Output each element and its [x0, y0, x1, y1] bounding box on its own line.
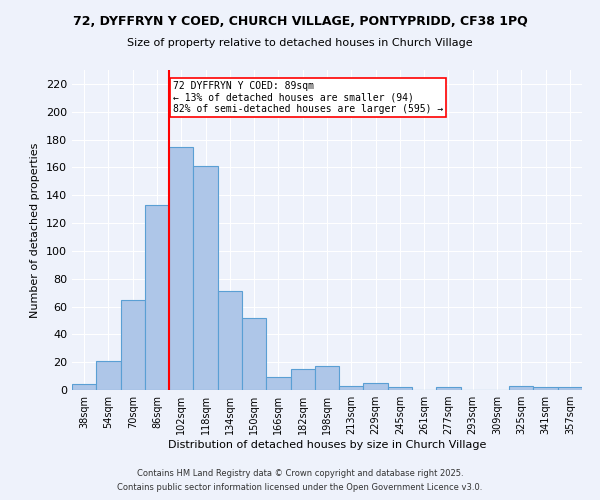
Bar [558, 387, 582, 390]
Text: 72 DYFFRYN Y COED: 89sqm
← 13% of detached houses are smaller (94)
82% of semi-d: 72 DYFFRYN Y COED: 89sqm ← 13% of detach… [173, 81, 443, 114]
Bar [242, 318, 266, 390]
Bar [533, 387, 558, 390]
Bar [339, 386, 364, 390]
Bar [218, 291, 242, 390]
Bar [266, 378, 290, 390]
X-axis label: Distribution of detached houses by size in Church Village: Distribution of detached houses by size … [168, 440, 486, 450]
Text: 72, DYFFRYN Y COED, CHURCH VILLAGE, PONTYPRIDD, CF38 1PQ: 72, DYFFRYN Y COED, CHURCH VILLAGE, PONT… [73, 15, 527, 28]
Bar [121, 300, 145, 390]
Bar [364, 383, 388, 390]
Bar [388, 387, 412, 390]
Bar [72, 384, 96, 390]
Bar [145, 205, 169, 390]
Bar [193, 166, 218, 390]
Text: Contains HM Land Registry data © Crown copyright and database right 2025.: Contains HM Land Registry data © Crown c… [137, 468, 463, 477]
Y-axis label: Number of detached properties: Number of detached properties [31, 142, 40, 318]
Bar [436, 387, 461, 390]
Text: Size of property relative to detached houses in Church Village: Size of property relative to detached ho… [127, 38, 473, 48]
Bar [290, 369, 315, 390]
Text: Contains public sector information licensed under the Open Government Licence v3: Contains public sector information licen… [118, 484, 482, 492]
Bar [169, 146, 193, 390]
Bar [96, 361, 121, 390]
Bar [315, 366, 339, 390]
Bar [509, 386, 533, 390]
